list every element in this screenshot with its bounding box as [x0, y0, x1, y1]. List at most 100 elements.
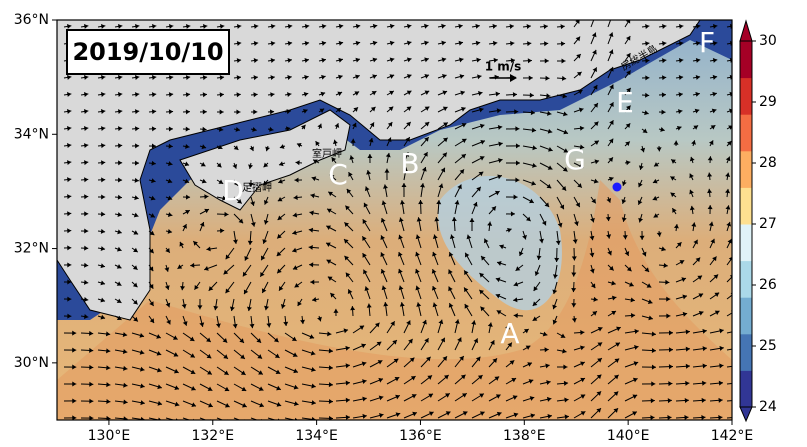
- current-arrow-head: [279, 286, 284, 291]
- current-arrow-head: [367, 153, 373, 159]
- current-arrow-head: [495, 91, 500, 97]
- current-arrow-head: [670, 176, 676, 181]
- current-arrow-head: [296, 143, 302, 148]
- current-arrow-head: [395, 412, 401, 418]
- current-arrow-head: [625, 35, 631, 41]
- current-arrow-head: [100, 228, 106, 234]
- current-arrow-head: [633, 361, 639, 366]
- current-arrow-head: [596, 20, 597, 21]
- current-arrow-head: [274, 353, 280, 358]
- current-arrow-head: [100, 246, 106, 252]
- current-arrow-head: [370, 106, 376, 112]
- current-arrow-head: [345, 397, 350, 403]
- current-arrow-head: [194, 284, 199, 290]
- current-arrow-head: [224, 402, 230, 408]
- current-arrow-head: [310, 279, 315, 285]
- current-arrow-head: [534, 271, 540, 276]
- current-arrow-head: [513, 313, 518, 319]
- current-arrow-head: [481, 255, 486, 261]
- current-arrow-head: [645, 92, 650, 98]
- current-arrow-head: [67, 313, 72, 319]
- current-arrow-head: [389, 57, 395, 63]
- current-arrow-head: [712, 256, 717, 262]
- current-arrow-head: [561, 58, 566, 64]
- current-arrow-head: [100, 109, 106, 114]
- current-arrow-head: [338, 74, 343, 80]
- current-arrow-head: [232, 239, 238, 244]
- current-arrow-head: [345, 205, 350, 211]
- current-arrow-head: [719, 328, 724, 334]
- current-arrow-head: [415, 251, 420, 257]
- current-arrow-head: [475, 356, 481, 362]
- current-arrow-head: [678, 75, 684, 81]
- current-arrow-head: [647, 299, 653, 304]
- current-arrow-head: [524, 329, 529, 334]
- current-arrow-head: [411, 394, 417, 399]
- current-arrow-head: [597, 326, 603, 332]
- current-arrow-head: [478, 91, 483, 96]
- region-label: D: [222, 174, 244, 207]
- current-arrow-head: [244, 255, 249, 261]
- current-arrow-head: [527, 41, 532, 47]
- current-arrow-head: [321, 74, 326, 80]
- current-arrow-head: [253, 75, 258, 81]
- current-arrow-head: [441, 74, 447, 79]
- current-arrow-head: [707, 188, 713, 194]
- current-arrow-head: [240, 370, 246, 375]
- current-arrow-head: [632, 411, 637, 416]
- current-arrow-head: [424, 57, 429, 63]
- current-arrow-head: [328, 415, 333, 420]
- current-arrow-head: [462, 393, 467, 398]
- current-arrow-head: [689, 173, 694, 179]
- current-arrow-head: [140, 383, 145, 389]
- current-arrow-head: [317, 123, 322, 129]
- current-arrow-head: [695, 91, 700, 97]
- current-arrow-head: [345, 363, 350, 369]
- current-arrow-head: [225, 254, 231, 260]
- current-arrow-head: [725, 156, 731, 162]
- current-arrow-head: [714, 310, 720, 315]
- current-arrow-head: [483, 238, 489, 244]
- current-arrow-head: [528, 379, 534, 384]
- current-arrow-head: [83, 92, 89, 97]
- current-arrow: [607, 20, 612, 28]
- current-arrow-head: [515, 143, 520, 149]
- current-arrow-head: [185, 92, 191, 98]
- current-arrow-head: [139, 332, 145, 338]
- current-arrow-head: [702, 363, 707, 369]
- current-arrow-head: [697, 275, 703, 280]
- current-arrow-head: [201, 178, 207, 184]
- current-arrow-head: [193, 241, 198, 246]
- current-arrow-head: [515, 266, 521, 271]
- current-arrow-head: [229, 306, 235, 311]
- current-arrow-head: [576, 54, 581, 59]
- current-arrow-head: [641, 251, 647, 257]
- current-arrow-head: [577, 89, 583, 95]
- current-arrow-head: [253, 23, 259, 29]
- current-arrow-head: [423, 152, 428, 157]
- current-arrow-head: [532, 316, 538, 321]
- current-arrow-head: [404, 152, 410, 157]
- current-arrow-head: [369, 122, 375, 128]
- current-arrow-head: [310, 193, 315, 199]
- scale-arrow-head: [510, 74, 517, 82]
- current-arrow-head: [361, 343, 366, 349]
- current-arrow-head: [72, 398, 77, 404]
- current-arrow-head: [347, 289, 353, 294]
- current-arrow-head: [199, 222, 205, 227]
- current-arrow-head: [479, 123, 485, 129]
- current-arrow-head: [117, 109, 123, 115]
- current-arrow-head: [625, 123, 631, 128]
- current-arrow-head: [303, 91, 309, 97]
- current-arrow-head: [498, 141, 503, 147]
- current-arrow-head: [492, 358, 498, 363]
- current-arrow-head: [678, 23, 684, 29]
- current-arrow-head: [355, 57, 360, 63]
- current-arrow-head: [287, 58, 292, 63]
- current-arrow-head: [223, 370, 229, 375]
- current-arrow-head: [736, 381, 740, 386]
- current-arrow-head: [442, 152, 447, 158]
- current-arrow: [726, 383, 732, 385]
- current-arrow-head: [273, 337, 279, 343]
- current-arrow-head: [403, 167, 409, 172]
